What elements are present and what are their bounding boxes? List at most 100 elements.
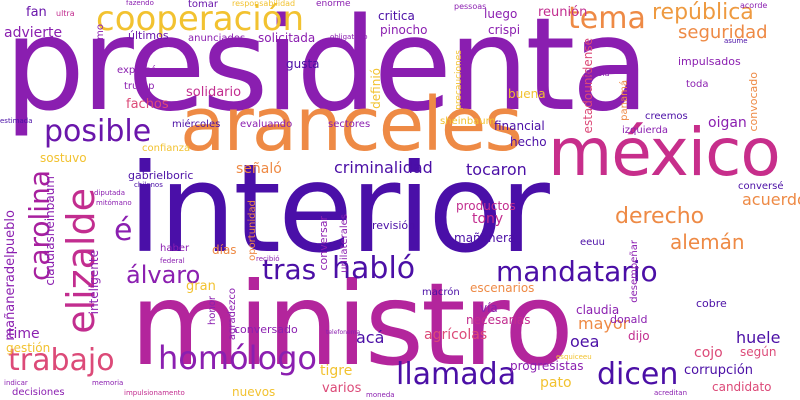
word-segun: según — [740, 345, 777, 359]
word-productos: productos — [456, 199, 516, 213]
word-esquiceeu: esquiceeu — [556, 353, 592, 361]
word-impulsados: impulsados — [678, 55, 741, 68]
word-ultimos: últimos — [128, 29, 169, 42]
word-senalo: señaló — [236, 161, 282, 177]
word-oea: oea — [570, 332, 600, 351]
word-posible: posible — [44, 114, 152, 149]
word-ministro: ministro — [130, 258, 574, 391]
word-buena: buena — [508, 87, 546, 101]
word-interior: interior — [128, 138, 550, 280]
word-candidato: candidato — [712, 380, 772, 394]
word-evaluando: evaluando — [240, 119, 293, 130]
word-gestion: gestión — [6, 341, 51, 355]
word-e-accent: é — [114, 213, 133, 248]
word-escenarios: escenarios — [470, 281, 535, 295]
word-chilenos: chilenos — [134, 181, 163, 189]
word-responsabilidad: responsabilidad — [232, 0, 296, 8]
word-acreditan: acreditan — [654, 389, 688, 397]
word-gran: gran — [186, 279, 216, 294]
word-dijo: dijo — [628, 329, 650, 343]
word-diputada: diputada — [94, 189, 126, 197]
word-aranceles: aranceles — [180, 82, 523, 168]
word-solidario: solidario — [186, 85, 242, 100]
word-fan: fan — [26, 5, 47, 20]
word-desempenar: desempeñar — [629, 240, 640, 303]
word-fachos: fachos — [126, 97, 169, 112]
word-criminalidad: criminalidad — [334, 158, 433, 177]
word-revision: revisión — [372, 219, 416, 232]
word-necesarias: necesarias — [466, 313, 531, 327]
word-corrupcion: corrupción — [684, 363, 754, 378]
word-progresistas: progresistas — [510, 359, 584, 373]
word-inteligente: inteligente — [87, 250, 101, 315]
word-izquierda: izquierda — [622, 125, 669, 136]
word-republica: república — [652, 0, 754, 25]
word-sheinbaum: sheinbaum — [440, 116, 496, 127]
word-impulsionamento: impulsionamento — [124, 389, 185, 397]
word-trump: trump — [124, 81, 155, 92]
word-oportunidad: oportunidad — [247, 200, 258, 261]
word-sectores: sectores — [328, 119, 371, 130]
word-advierte: advierte — [4, 25, 63, 41]
word-tras: tras — [262, 253, 317, 286]
word-memoria: memoria — [92, 379, 124, 387]
word-tomar: tomar — [188, 0, 219, 10]
word-federal: federal — [160, 257, 185, 265]
word-haber: haber — [160, 243, 190, 254]
word-oigan: oigan — [708, 115, 747, 131]
word-pinocho: pinocho — [380, 23, 428, 37]
word-huele: huele — [736, 328, 781, 347]
word-mananera: mañanera — [454, 231, 516, 245]
word-dias: días — [212, 243, 237, 257]
word-creemos: creemos — [645, 111, 688, 122]
word-sostuvo: sostuvo — [40, 151, 87, 165]
word-mananeradelpueblo: mañaneradelpueblo — [3, 210, 18, 341]
word-nuevos: nuevos — [232, 385, 276, 399]
word-aleman: alemán — [670, 230, 745, 254]
word-agricolas: agrícolas — [424, 327, 488, 343]
word-mitomano: mitómano — [96, 199, 132, 207]
word-favor: favor — [19, 64, 28, 85]
word-seguridad: seguridad — [678, 22, 768, 43]
word-conversar: conversar — [317, 216, 330, 271]
word-llamada: llamada — [396, 357, 517, 392]
word-acuerdo: acuerdo — [742, 190, 800, 209]
word-luego: luego — [484, 7, 518, 21]
word-precauciones: precauciones — [454, 50, 464, 110]
word-eeuu: eeuu — [580, 237, 605, 248]
word-presidenta: presidenta — [4, 0, 650, 140]
word-cooperacion: cooperación — [96, 0, 305, 39]
word-tema: tema — [568, 1, 646, 36]
word-time: time — [8, 326, 40, 342]
word-donald: donald — [610, 313, 648, 326]
word-macron: macrón — [422, 287, 460, 298]
word-moneda: moneda — [366, 391, 395, 399]
word-anunciados: anunciados — [188, 33, 246, 44]
word-converse: conversé — [738, 181, 784, 192]
word-reunion: reunión — [538, 5, 588, 20]
word-tocaron: tocaron — [466, 160, 527, 179]
word-financial: financial — [494, 119, 545, 133]
word-honor: honor — [207, 296, 218, 326]
word-mayor: mayor — [578, 314, 630, 333]
word-gabrielboric: gabrielboric — [128, 169, 194, 182]
word-estimada: estimada — [0, 117, 33, 125]
word-estadounidense: estadounidense — [581, 38, 595, 134]
word-pato: pato — [540, 375, 572, 391]
word-via: vía — [480, 301, 498, 315]
word-asume: asume — [724, 37, 748, 45]
word-solicitada: solicitada — [258, 31, 316, 45]
word-mexico: méxico — [548, 114, 781, 191]
word-varios: varios — [322, 381, 362, 396]
word-unilaterales: unilaterales — [339, 214, 350, 273]
word-mandatario: mandatario — [496, 255, 658, 288]
word-telefonema: telefonema — [326, 329, 361, 336]
word-tony: tony — [472, 211, 504, 227]
word-critica: critica — [378, 9, 415, 23]
word-agradezco: agradezco — [227, 288, 238, 341]
word-claudiasheinbaum: claudiasheinbaum — [43, 176, 57, 286]
word-ultra: ultra — [56, 9, 75, 18]
word-indicar: indicar — [4, 379, 28, 387]
word-hecho: hecho — [510, 135, 547, 149]
